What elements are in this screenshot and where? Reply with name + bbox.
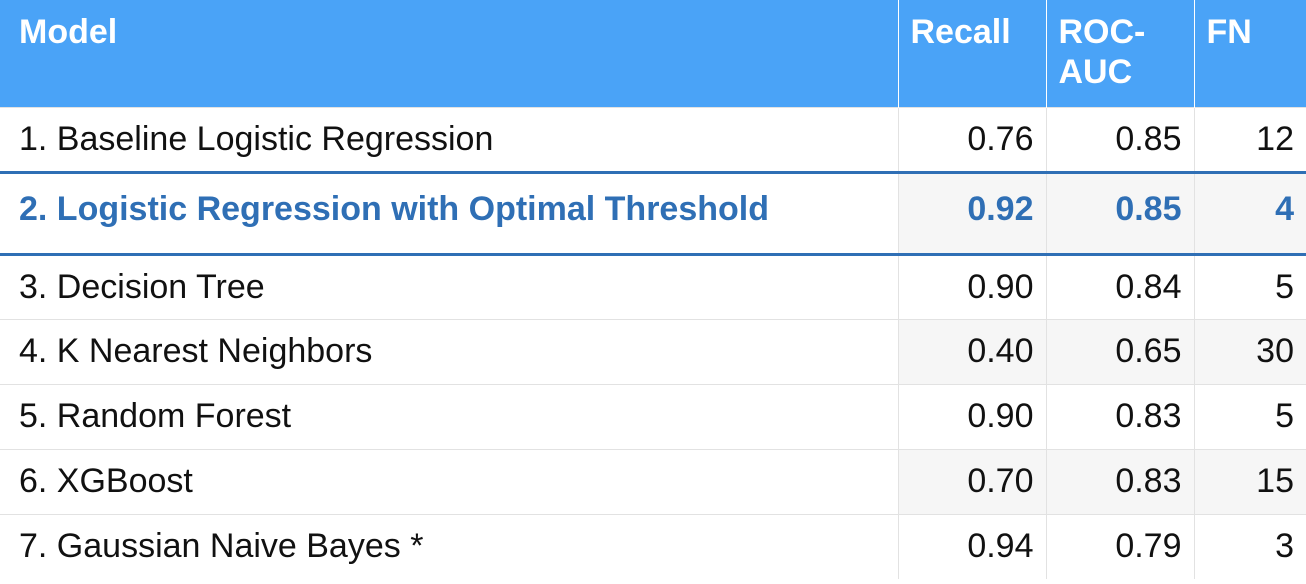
table-row-highlighted: 2. Logistic Regression with Optimal Thre… xyxy=(0,170,1306,256)
header-roc-auc-line1: ROC- xyxy=(1058,13,1146,51)
table-row: 7. Gaussian Naive Bayes * 0.94 0.79 3 xyxy=(0,513,1306,579)
cell-fn: 12 xyxy=(1193,106,1306,172)
cell-model: 5. Random Forest xyxy=(0,383,898,449)
cell-roc-auc: 0.79 xyxy=(1045,513,1194,579)
cell-roc-auc: 0.85 xyxy=(1045,170,1194,256)
cell-model: 4. K Nearest Neighbors xyxy=(0,318,898,384)
header-recall: Recall xyxy=(897,0,1046,107)
cell-recall: 0.70 xyxy=(897,448,1046,514)
cell-roc-auc: 0.85 xyxy=(1045,106,1194,172)
cell-recall: 0.94 xyxy=(897,513,1046,579)
header-row: Model Recall ROC- AUC FN xyxy=(0,0,1306,107)
cell-model: 7. Gaussian Naive Bayes * xyxy=(0,513,898,579)
cell-fn: 4 xyxy=(1193,170,1306,256)
header-roc-auc-line2: AUC xyxy=(1058,53,1133,91)
cell-fn: 3 xyxy=(1193,513,1306,579)
cell-roc-auc: 0.83 xyxy=(1045,448,1194,514)
table-row: 6. XGBoost 0.70 0.83 15 xyxy=(0,448,1306,514)
table-row: 1. Baseline Logistic Regression 0.76 0.8… xyxy=(0,106,1306,172)
header-roc-auc: ROC- AUC xyxy=(1045,0,1194,107)
cell-fn: 5 xyxy=(1193,254,1306,319)
cell-recall: 0.76 xyxy=(897,106,1046,172)
cell-recall: 0.40 xyxy=(897,318,1046,384)
cell-recall: 0.90 xyxy=(897,383,1046,449)
cell-roc-auc: 0.65 xyxy=(1045,318,1194,384)
cell-model: 6. XGBoost xyxy=(0,448,898,514)
table-row: 3. Decision Tree 0.90 0.84 5 xyxy=(0,254,1306,319)
cell-fn: 30 xyxy=(1193,318,1306,384)
table-body: 1. Baseline Logistic Regression 0.76 0.8… xyxy=(0,106,1306,579)
cell-model: 3. Decision Tree xyxy=(19,267,265,306)
header-fn: FN xyxy=(1193,0,1306,107)
cell-roc-auc: 0.83 xyxy=(1045,383,1194,449)
table-header: Model Recall ROC- AUC FN xyxy=(0,0,1306,107)
table-row: 5. Random Forest 0.90 0.83 5 xyxy=(0,383,1306,449)
cell-fn: 5 xyxy=(1193,383,1306,449)
cell-fn: 15 xyxy=(1193,448,1306,514)
cell-model: 2. Logistic Regression with Optimal Thre… xyxy=(0,170,898,256)
table-row: 4. K Nearest Neighbors 0.40 0.65 30 xyxy=(0,318,1306,384)
cell-recall: 0.92 xyxy=(897,170,1046,256)
header-model: Model xyxy=(0,0,898,107)
cell-recall: 0.90 xyxy=(897,254,1046,319)
cell-roc-auc: 0.84 xyxy=(1045,254,1194,319)
cell-model: 1. Baseline Logistic Regression xyxy=(0,106,898,172)
